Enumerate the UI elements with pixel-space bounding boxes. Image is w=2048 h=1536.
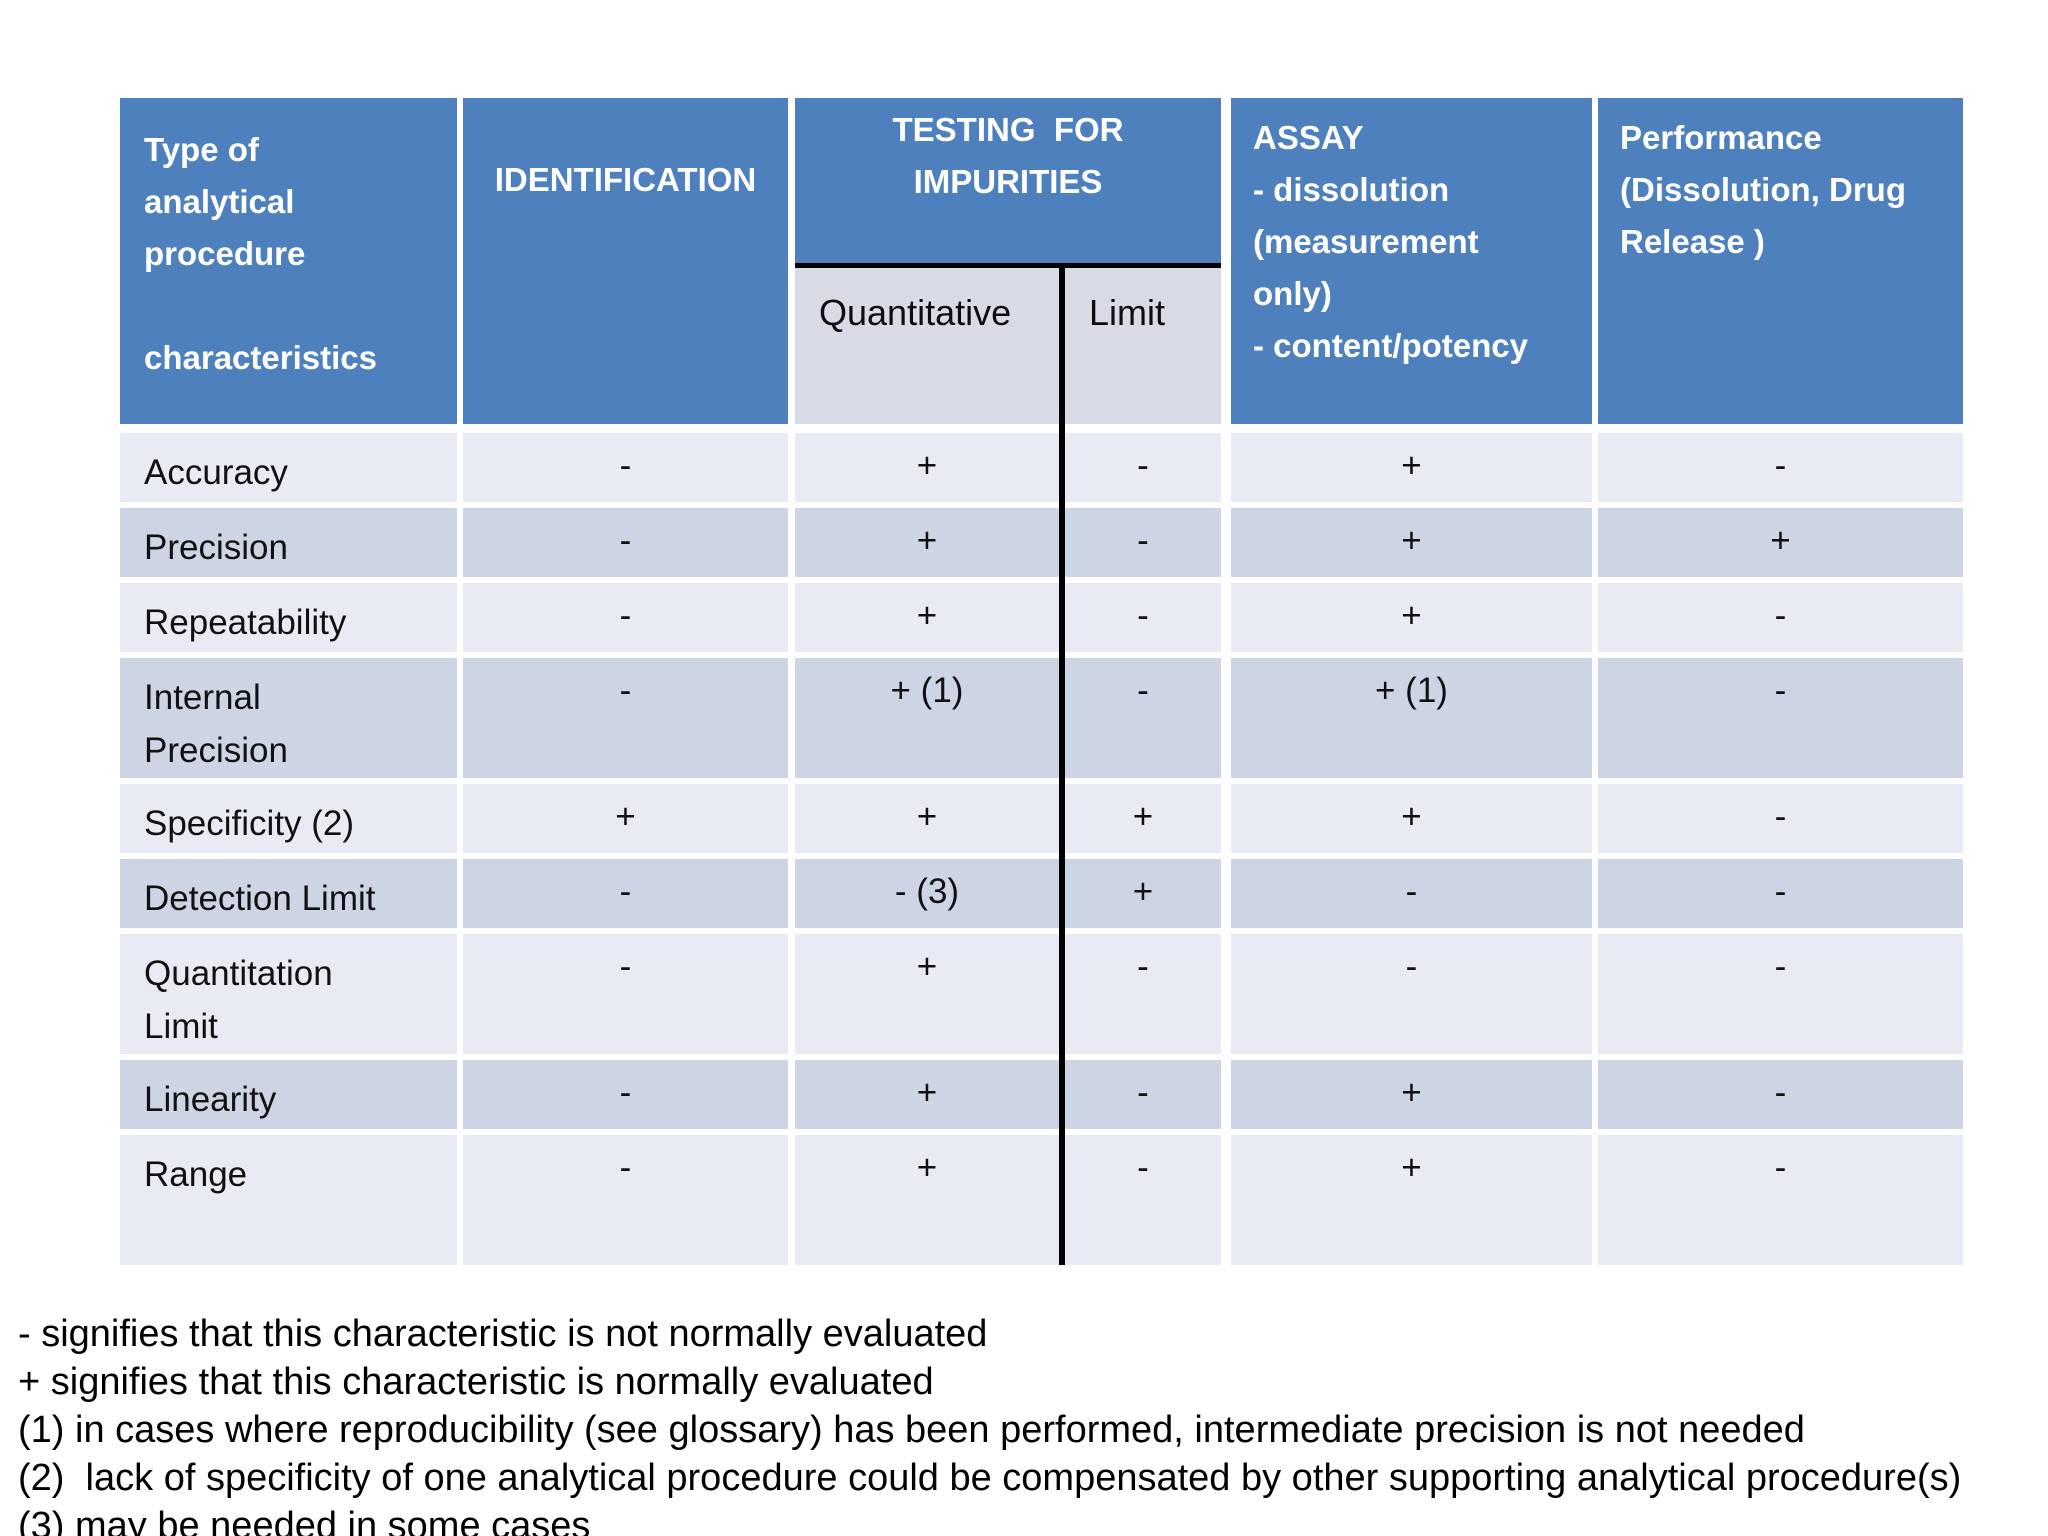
cell-assay: + — [1231, 508, 1592, 577]
header-performance: Performance (Dissolution, Drug Release ) — [1598, 98, 1963, 424]
cell-assay: - — [1231, 859, 1592, 928]
header-assay: ASSAY - dissolution (measurement only) -… — [1231, 98, 1592, 424]
subheader-quantitative: Quantitative — [795, 268, 1059, 424]
validation-characteristics-table: Type of analytical procedure characteris… — [120, 98, 1963, 1268]
cell-identification: - — [463, 433, 788, 502]
footnotes: - signifies that this characteristic is … — [18, 1310, 2048, 1536]
cell-assay: + — [1231, 1060, 1592, 1129]
footnote-line: (2) lack of specificity of one analytica… — [18, 1457, 1962, 1499]
cell-assay: + (1) — [1231, 658, 1592, 778]
cell-impurities-quantitative: + — [795, 1060, 1059, 1129]
cell-assay: + — [1231, 433, 1592, 502]
cell-impurities-limit: - — [1065, 1135, 1221, 1265]
table-row: Accuracy - + - + - — [120, 433, 1963, 502]
row-label: Quantitation Limit — [120, 934, 457, 1054]
cell-impurities-quantitative: + — [795, 934, 1059, 1054]
cell-assay: - — [1231, 934, 1592, 1054]
cell-impurities-quantitative: + — [795, 433, 1059, 502]
cell-impurities-quantitative: + — [795, 1135, 1059, 1265]
cell-performance: - — [1598, 583, 1963, 652]
cell-performance: - — [1598, 859, 1963, 928]
row-label: Precision — [120, 508, 457, 577]
cell-performance: + — [1598, 508, 1963, 577]
cell-impurities-limit: - — [1065, 433, 1221, 502]
cell-assay: + — [1231, 1135, 1592, 1265]
table-row: Precision - + - + + — [120, 508, 1963, 577]
table-row: Quantitation Limit - + - - - — [120, 934, 1963, 1054]
cell-impurities-limit: - — [1065, 934, 1221, 1054]
cell-impurities-limit: + — [1065, 784, 1221, 853]
cell-impurities-limit: - — [1065, 583, 1221, 652]
cell-performance: - — [1598, 433, 1963, 502]
quantitative-limit-divider — [1059, 263, 1065, 1265]
footnote-line: + signifies that this characteristic is … — [18, 1361, 934, 1403]
footnote-line: (1) in cases where reproducibility (see … — [18, 1409, 1805, 1451]
cell-impurities-limit: - — [1065, 508, 1221, 577]
footnote-line: - signifies that this characteristic is … — [18, 1313, 988, 1355]
row-label: Repeatability — [120, 583, 457, 652]
row-label: Range — [120, 1135, 457, 1265]
cell-identification: - — [463, 1135, 788, 1265]
cell-performance: - — [1598, 658, 1963, 778]
cell-identification: - — [463, 934, 788, 1054]
impurities-subheader-top-border — [795, 263, 1221, 268]
table-row: Linearity - + - + - — [120, 1060, 1963, 1129]
cell-impurities-limit: + — [1065, 859, 1221, 928]
cell-impurities-limit: - — [1065, 1060, 1221, 1129]
row-label: Accuracy — [120, 433, 457, 502]
cell-performance: - — [1598, 1060, 1963, 1129]
table-row: Repeatability - + - + - — [120, 583, 1963, 652]
table-row: Detection Limit - - (3) + - - — [120, 859, 1963, 928]
subheader-limit: Limit — [1065, 268, 1221, 424]
footnote-line: (3) may be needed in some cases — [18, 1505, 591, 1536]
cell-identification: - — [463, 508, 788, 577]
cell-identification: - — [463, 1060, 788, 1129]
table-row: Specificity (2) + + + + - — [120, 784, 1963, 853]
cell-impurities-quantitative: + — [795, 784, 1059, 853]
row-label: Detection Limit — [120, 859, 457, 928]
cell-identification: + — [463, 784, 788, 853]
cell-impurities-limit: - — [1065, 658, 1221, 778]
table-header: Type of analytical procedure characteris… — [120, 98, 1963, 424]
header-identification: IDENTIFICATION — [463, 98, 788, 424]
cell-identification: - — [463, 859, 788, 928]
cell-impurities-quantitative: - (3) — [795, 859, 1059, 928]
row-label: Specificity (2) — [120, 784, 457, 853]
row-label: Linearity — [120, 1060, 457, 1129]
cell-impurities-quantitative: + — [795, 583, 1059, 652]
cell-assay: + — [1231, 583, 1592, 652]
cell-impurities-quantitative: + — [795, 508, 1059, 577]
cell-identification: - — [463, 658, 788, 778]
table-row: Internal Precision - + (1) - + (1) - — [120, 658, 1963, 778]
table-row: Range - + - + - — [120, 1135, 1963, 1265]
table-body: Accuracy - + - + - Precision - + - + + R… — [120, 433, 1963, 1265]
cell-assay: + — [1231, 784, 1592, 853]
cell-impurities-quantitative: + (1) — [795, 658, 1059, 778]
row-label: Internal Precision — [120, 658, 457, 778]
header-testing-for-impurities: TESTING FOR IMPURITIES — [795, 98, 1221, 263]
header-characteristics: Type of analytical procedure characteris… — [120, 98, 457, 424]
cell-performance: - — [1598, 1135, 1963, 1265]
cell-performance: - — [1598, 784, 1963, 853]
cell-performance: - — [1598, 934, 1963, 1054]
cell-identification: - — [463, 583, 788, 652]
